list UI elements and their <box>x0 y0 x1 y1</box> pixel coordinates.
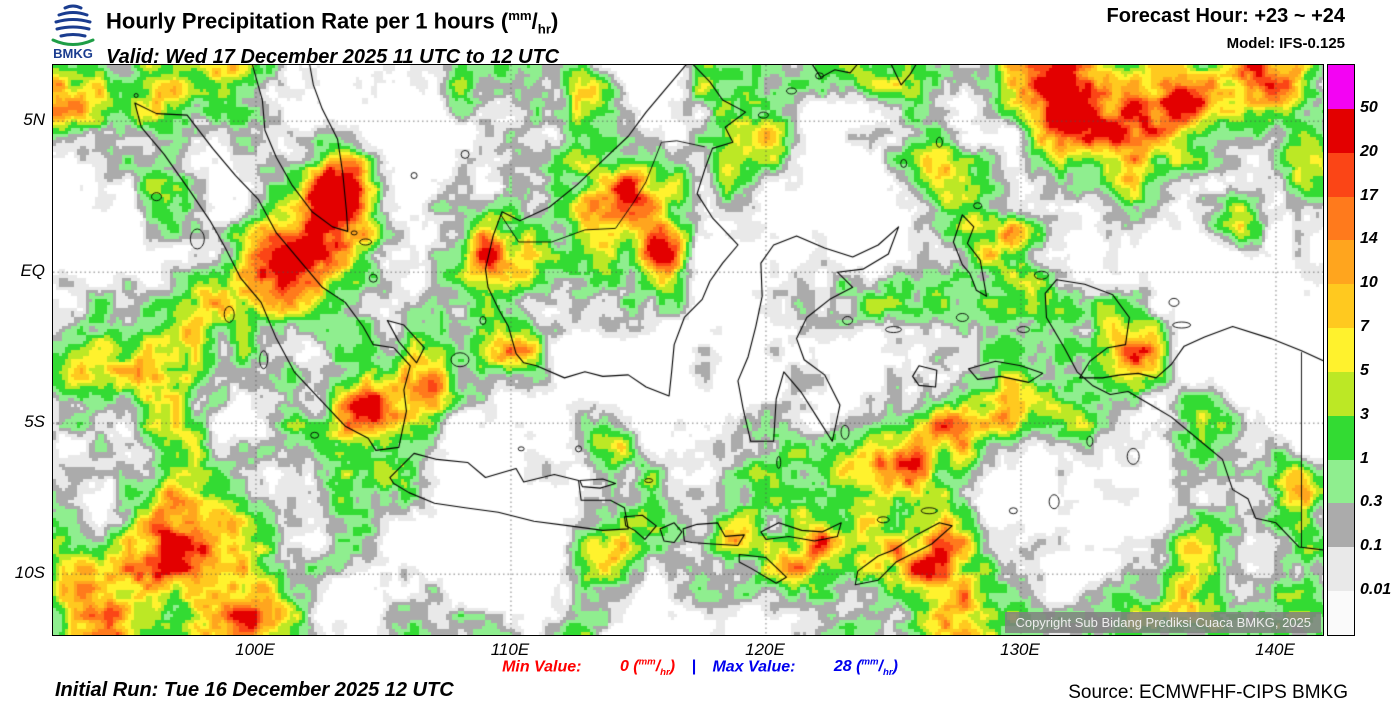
min-value: 0 <box>619 658 629 676</box>
y-axis-label: 5N <box>23 110 45 130</box>
legend-color-segment <box>1328 415 1354 460</box>
legend-color-segment <box>1328 196 1354 241</box>
unit-close: ) <box>550 8 559 34</box>
forecast-hour-label: Forecast Hour: +23 ~ +24 <box>1106 5 1345 27</box>
bmkg-logo: BMKG <box>44 2 102 62</box>
max-value: 28 <box>833 658 852 676</box>
legend-color-segment <box>1328 503 1354 548</box>
source-label: Source: ECMWFHF-CIPS BMKG <box>1068 682 1348 703</box>
legend-value-label: 0.01 <box>1360 581 1392 599</box>
max-value-label: Max Value: <box>712 658 796 676</box>
x-axis-label: 100E <box>235 640 275 659</box>
legend-value-label: 50 <box>1360 98 1378 116</box>
minmax-row: Min Value: 0 (mm/hr) | Max Value: 28 (mm… <box>0 657 1400 679</box>
legend-value-label: 0.1 <box>1360 537 1383 555</box>
page-title: Hourly Precipitation Rate per 1 hours (m… <box>106 3 559 43</box>
map-frame: Copyright Sub Bidang Prediksi Cuaca BMKG… <box>52 64 1324 636</box>
legend-value-label: 1 <box>1360 449 1369 467</box>
legend-color-segment <box>1328 459 1354 504</box>
max-value-unit: (mm/hr) <box>856 657 898 679</box>
y-axis-label: EQ <box>20 261 45 281</box>
unit-numerator: mm <box>508 8 532 23</box>
legend-value-label: 10 <box>1360 274 1378 292</box>
legend-color-segment <box>1328 284 1354 329</box>
legend-color-segment <box>1328 371 1354 416</box>
unit-denominator: hr <box>537 21 551 37</box>
legend-value-label: 20 <box>1360 142 1378 160</box>
precipitation-map-canvas <box>53 65 1323 635</box>
x-axis-label: 130E <box>1000 640 1040 659</box>
legend-value-label: 17 <box>1360 186 1378 204</box>
legend-color-segment <box>1328 108 1354 153</box>
legend-value-label: 14 <box>1360 230 1378 248</box>
legend-value-label: 5 <box>1360 361 1369 379</box>
bmkg-logo-text: BMKG <box>53 46 93 61</box>
x-axis-label: 140E <box>1255 640 1295 659</box>
legend-color-segment <box>1328 591 1354 635</box>
legend-color-segment <box>1328 65 1354 109</box>
x-axis-label: 120E <box>745 640 785 659</box>
min-value-label: Min Value: <box>502 658 582 676</box>
bmkg-logo-graphic: BMKG <box>51 4 95 61</box>
legend-value-label: 0.3 <box>1360 493 1383 511</box>
y-axis-label: 10S <box>14 563 45 583</box>
model-label: Model: IFS-0.125 <box>1226 35 1345 52</box>
x-axis-label: 110E <box>490 640 530 659</box>
initial-run-label: Initial Run: Tue 16 December 2025 12 UTC <box>55 679 454 701</box>
legend-color-segment <box>1328 152 1354 197</box>
min-value-unit: (mm/hr) <box>633 657 676 679</box>
unit-slash: / <box>531 8 538 34</box>
legend-value-label: 7 <box>1360 318 1369 336</box>
title-block: Hourly Precipitation Rate per 1 hours (m… <box>106 3 559 69</box>
unit-open: ( <box>500 8 509 34</box>
legend-value-label: 3 <box>1360 405 1369 423</box>
page-title-text: Hourly Precipitation Rate per 1 hours <box>106 8 495 34</box>
legend-color-segment <box>1328 240 1354 285</box>
legend-color-segment <box>1328 328 1354 372</box>
minmax-separator: | <box>691 658 696 676</box>
precipitation-legend-bar <box>1327 64 1355 636</box>
legend-color-segment <box>1328 547 1354 592</box>
precipitation-legend-labels: 50 20 17 14 10 7 5 3 1 0.3 0.1 0.01 <box>1360 64 1400 634</box>
y-axis-label: 5S <box>24 412 45 432</box>
copyright-watermark: Copyright Sub Bidang Prediksi Cuaca BMKG… <box>1005 612 1321 633</box>
valid-subtitle: Valid: Wed 17 December 2025 11 UTC to 12… <box>106 45 560 68</box>
